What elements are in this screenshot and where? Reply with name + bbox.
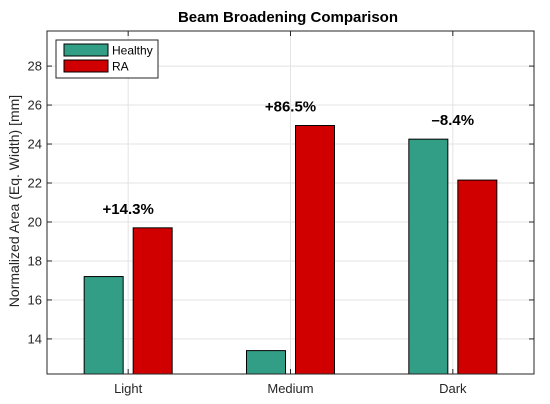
- chart-title: Beam Broadening Comparison: [178, 9, 398, 26]
- y-tick-label: 20: [28, 214, 42, 229]
- annotation-dark: –8.4%: [432, 112, 475, 129]
- annotations: +14.3% +86.5% –8.4%: [103, 99, 475, 218]
- bar-healthy-dark: [408, 138, 449, 375]
- legend: Healthy RA: [55, 39, 159, 79]
- x-tick-label: Light: [114, 381, 143, 396]
- grid: [47, 31, 534, 374]
- y-tick-label: 22: [28, 176, 42, 191]
- y-tick-label: 16: [28, 292, 42, 307]
- x-tick-label: Medium: [267, 381, 313, 396]
- legend-label-healthy: Healthy: [112, 44, 153, 58]
- bar-ra-dark: [457, 179, 498, 375]
- x-tick-label: Dark: [439, 381, 467, 396]
- y-tick-label: 18: [28, 253, 42, 268]
- legend-label-ra: RA: [112, 60, 129, 74]
- bar-ra-light: [132, 227, 173, 375]
- legend-swatch-healthy: [63, 43, 109, 57]
- y-ticks: 14 16 18 20 22 24 26 28: [28, 59, 534, 346]
- x-ticks: Light Medium Dark: [114, 31, 467, 396]
- bar-healthy-light: [83, 276, 124, 375]
- legend-swatch-ra: [63, 59, 109, 73]
- annotation-medium: +86.5%: [265, 99, 316, 116]
- y-tick-label: 28: [28, 59, 42, 74]
- bars: [83, 125, 498, 375]
- bar-ra-medium: [295, 125, 335, 375]
- y-axis-label: Normalized Area (Eq. Width) [mm]: [6, 95, 22, 307]
- y-tick-label: 24: [28, 137, 42, 152]
- annotation-light: +14.3%: [103, 201, 154, 218]
- y-tick-label: 14: [28, 331, 42, 346]
- y-tick-label: 26: [28, 98, 42, 113]
- bar-healthy-medium: [246, 350, 286, 375]
